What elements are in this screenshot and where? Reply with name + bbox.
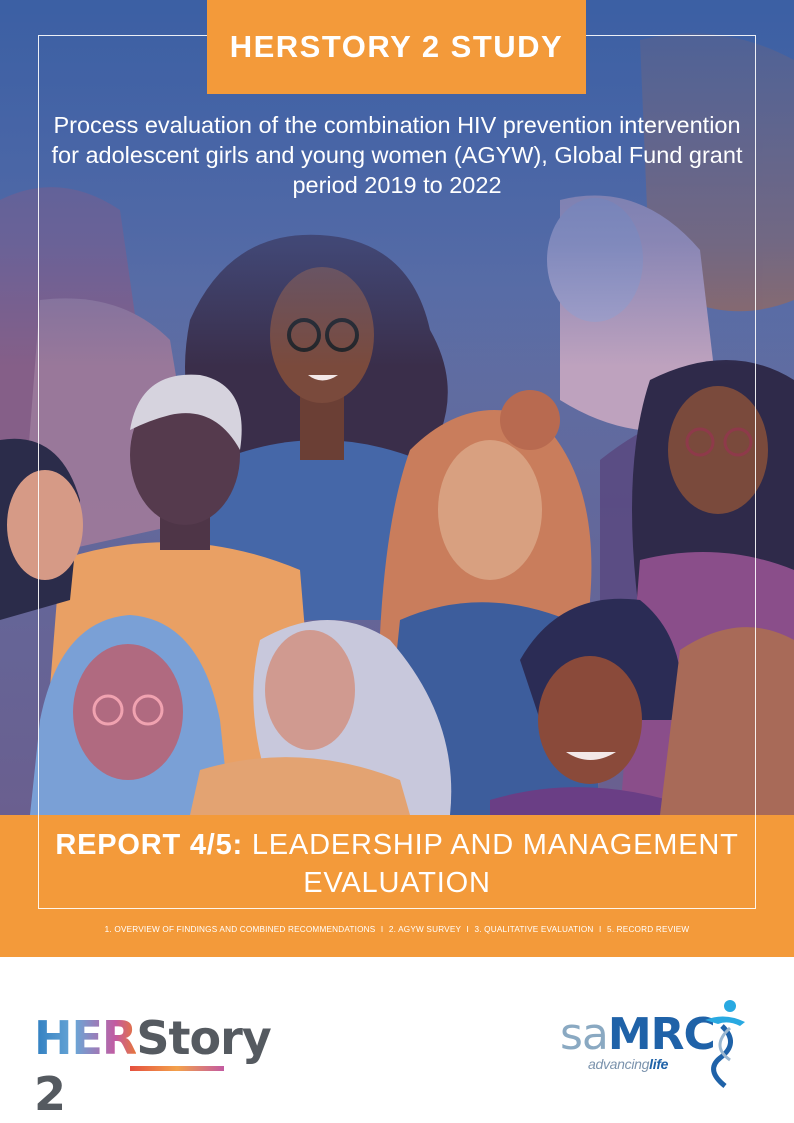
- samrc-tagline-2: life: [649, 1056, 669, 1072]
- series-item: 3. QUALITATIVE EVALUATION: [474, 925, 594, 934]
- series-item: 1. OVERVIEW OF FINDINGS AND COMBINED REC…: [104, 925, 376, 934]
- samrc-logo-mrc: MRC: [607, 1009, 716, 1060]
- samrc-tagline: advancinglife: [588, 1056, 668, 1072]
- report-number: REPORT 4/5:: [55, 829, 243, 861]
- study-title-tab: HERSTORY 2 STUDY: [207, 0, 586, 94]
- report-name: LEADERSHIP AND MANAGEMENT EVALUATION: [243, 829, 739, 899]
- study-title: HERSTORY 2 STUDY: [229, 29, 564, 64]
- cover-subtitle: Process evaluation of the combination HI…: [51, 112, 743, 198]
- report-title: REPORT 4/5: LEADERSHIP AND MANAGEMENT EV…: [40, 826, 754, 902]
- series-separator: I: [599, 925, 602, 934]
- report-band: [0, 815, 794, 957]
- herstory-logo-story: Story 2: [34, 1011, 272, 1121]
- series-separator: I: [466, 925, 469, 934]
- series-separator: I: [380, 925, 384, 934]
- series-item: 2. AGYW SURVEY: [388, 925, 462, 934]
- herstory-logo-underline: [130, 1066, 224, 1071]
- series-item: 5. RECORD REVIEW: [606, 925, 690, 934]
- herstory-logo-her: HER: [34, 1011, 137, 1065]
- cover-illustration: [0, 0, 794, 815]
- samrc-tagline-1: advancing: [588, 1056, 650, 1072]
- samrc-logo-sa: sa: [560, 1009, 609, 1060]
- samrc-figure-icon: [705, 1000, 745, 1088]
- herstory-logo: HERStory 2: [34, 1010, 294, 1121]
- report-series-list: 1. OVERVIEW OF FINDINGS AND COMBINED REC…: [0, 925, 794, 934]
- samrc-logo: saMRC advancinglife: [560, 998, 760, 1088]
